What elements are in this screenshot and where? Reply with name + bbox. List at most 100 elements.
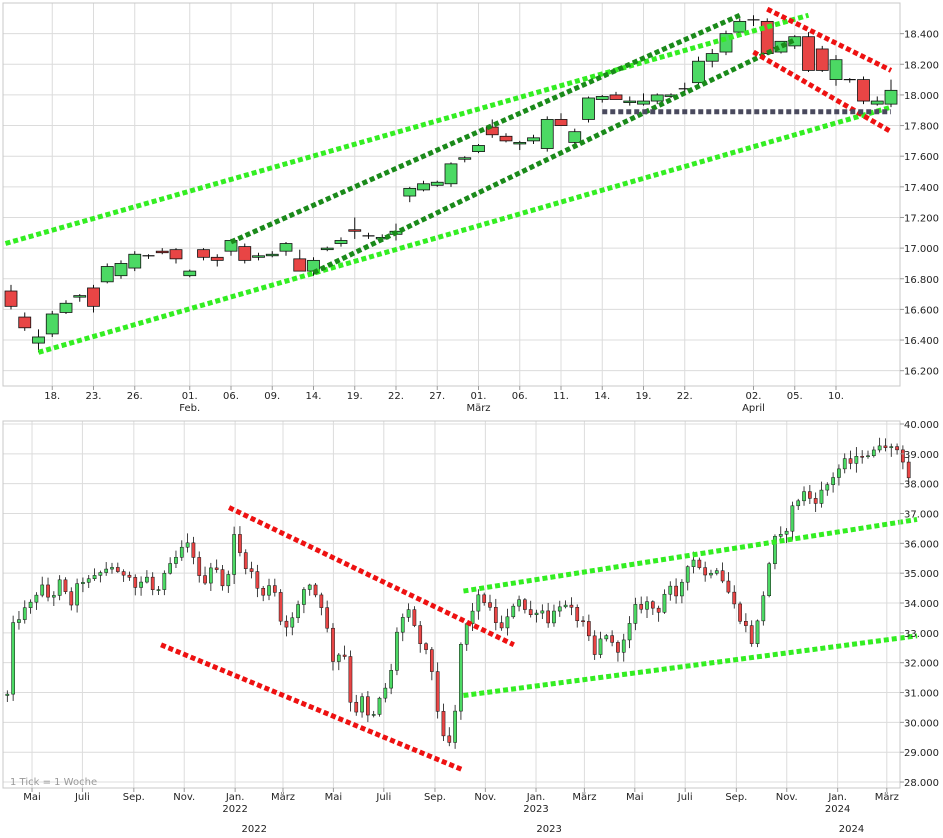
weekly-candle [732,585,737,609]
weekly-candle-body [459,643,463,712]
weekly-candle-body [738,603,742,622]
weekly-candle [92,568,97,581]
weekly-candle-body [540,610,545,614]
weekly-candle [493,598,498,631]
weekly-y-tick-label: 39.000 [904,450,939,461]
weekly-candle [685,565,690,591]
daily-y-tick-label: 17.400 [904,183,939,194]
weekly-candle-body [470,610,475,624]
daily-candle-body [499,135,513,142]
weekly-candle [267,578,271,601]
weekly-trend-line [463,516,918,594]
weekly-candle [523,598,527,614]
weekly-candle [243,549,248,575]
weekly-candle-body [598,638,603,655]
weekly-candle [720,562,725,584]
daily-candle [815,45,829,72]
daily-y-axis: 16.200 16.400 16.600 16.800 17.000 17.200 17.4… [900,30,939,378]
weekly-candle [778,526,783,540]
weekly-year-label: 2023 [536,824,561,835]
weekly-candle-body [802,491,806,502]
weekly-candle [150,572,155,596]
weekly-candle-body [773,536,777,564]
weekly-candle [866,450,870,459]
daily-candle [843,78,856,83]
weekly-x-tick-label: Sep. [123,792,145,803]
weekly-candle-body [331,627,335,662]
weekly-candle [418,621,423,653]
weekly-candle-body [517,599,521,607]
daily-candle-body [293,258,307,272]
weekly-candle-body [883,445,888,448]
weekly-candle [790,501,795,541]
weekly-candle-body [115,567,120,572]
weekly-candle [104,562,109,576]
weekly-candle [389,663,393,695]
daily-candlestick-panel: 16.200 16.400 16.600 16.800 17.000 17.200 17.4… [2,2,939,414]
weekly-candle-body [674,585,678,597]
weekly-x-tick-label: Mai [23,792,41,803]
weekly-candle [755,619,760,648]
daily-candle [18,312,32,331]
weekly-candle-body [325,607,330,629]
weekly-candle [28,599,33,614]
daily-x-tick-label: 10. [828,391,844,402]
weekly-candle-body [313,584,318,596]
weekly-candle-body [424,643,428,650]
daily-x-tick-label: 05. [787,391,803,402]
weekly-candle [110,562,114,574]
weekly-candle-body [790,505,795,532]
daily-candle-body [637,100,650,105]
weekly-candle [348,650,353,712]
daily-candle [142,254,155,259]
daily-candle [595,94,609,103]
daily-x-tick-label: 06. [223,391,239,402]
weekly-candle-body [203,575,207,584]
weekly-candle [354,694,359,716]
weekly-trend-line [227,505,515,648]
weekly-candle [709,569,713,579]
daily-x-tick-label: 14. [594,391,610,402]
weekly-candle-body [86,578,91,583]
weekly-candle [459,642,463,720]
weekly-candle-body [807,491,812,499]
weekly-candle [249,561,254,579]
weekly-candle-body [377,697,382,715]
weekly-candle-body [877,445,882,451]
weekly-candle-body [360,696,364,713]
weekly-candle-body [179,546,184,558]
daily-candle-body [403,187,417,197]
weekly-candle [69,587,74,611]
weekly-candle [307,583,312,596]
weekly-candle [179,540,184,561]
weekly-candle-body [46,584,50,598]
daily-candle [210,254,224,267]
daily-y-tick-label: 18.400 [904,30,939,41]
daily-month-label: Feb. [179,403,200,414]
daily-month-label: April [742,403,765,414]
weekly-x-tick-label: Jan. [225,792,245,803]
weekly-trend-lines [160,505,918,773]
daily-candle-body [18,316,32,329]
daily-candle-body [417,183,430,191]
daily-x-tick-label: 18. [44,391,60,402]
weekly-candle-body [528,609,533,615]
weekly-candle [726,572,731,594]
weekly-candle-body [464,623,469,645]
daily-grid [3,3,900,386]
weekly-candle [906,454,911,485]
daily-trend-line [752,49,893,134]
daily-candle [114,260,128,279]
weekly-candle [278,589,283,626]
daily-candle [100,263,114,284]
weekly-candle [877,437,882,453]
weekly-candle [738,601,742,625]
daily-candle-body [100,266,114,283]
weekly-candle [680,579,684,604]
daily-y-tick-label: 16.600 [904,305,939,316]
daily-candle-body [472,145,485,153]
weekly-candle-body [296,604,300,619]
daily-plot-frame [2,2,901,387]
daily-x-axis: 18. 23. 26. 01.Feb.06. 09. 14. 19. 22. 27. 01.Mär… [44,386,844,414]
